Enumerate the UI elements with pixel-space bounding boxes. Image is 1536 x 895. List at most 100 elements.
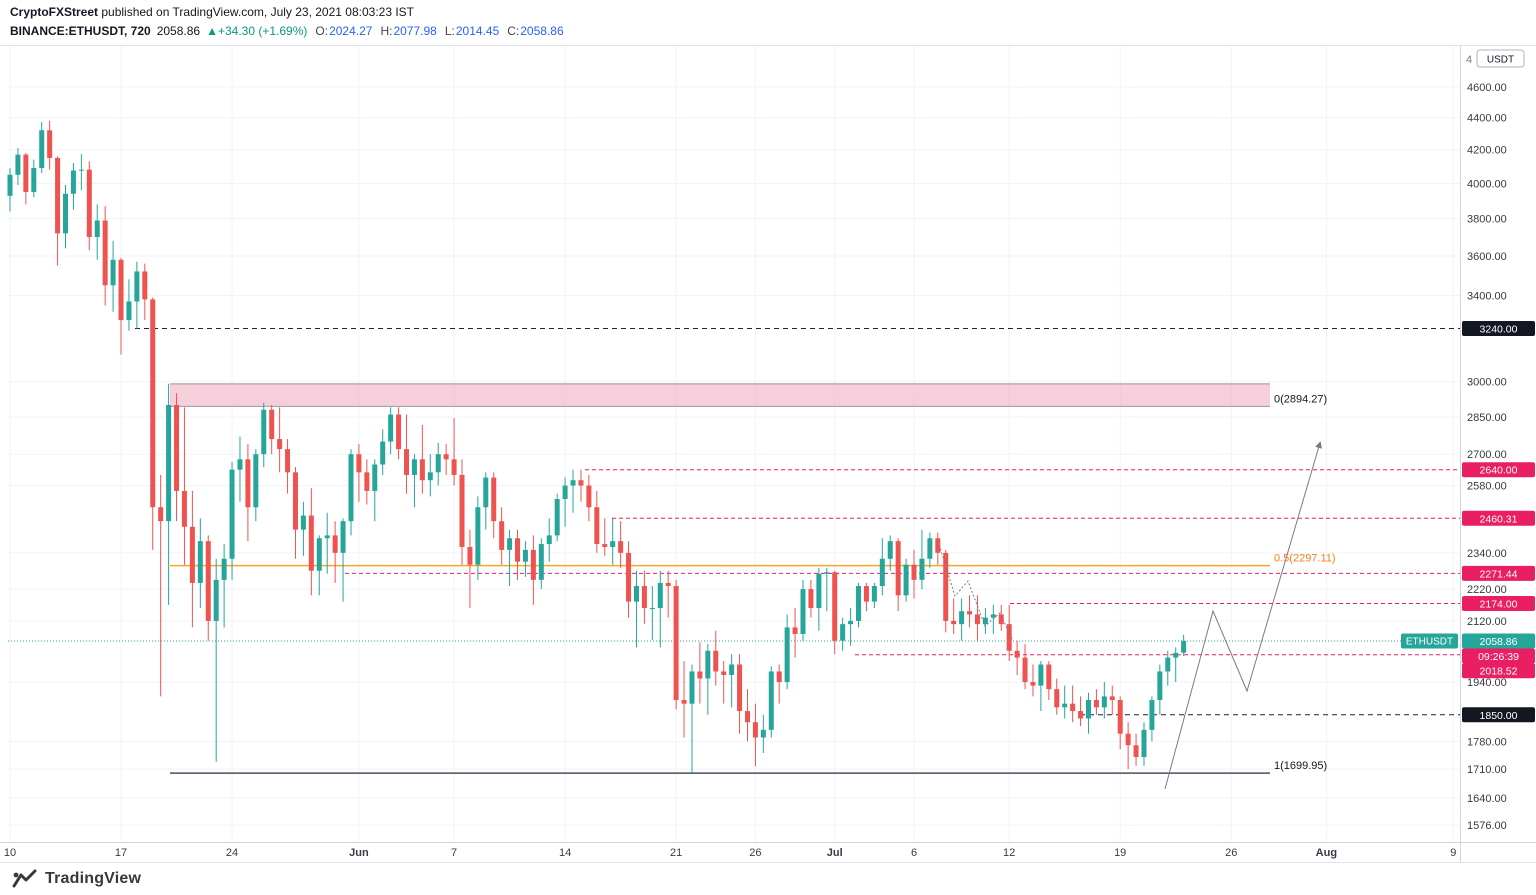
- price-tick-label: 3600.00: [1467, 251, 1507, 263]
- candle-body: [665, 582, 671, 587]
- time-axis[interactable]: 10 17 24 Jun 7 14 21 26 Jul 6 12 19 26 Aug 9: [4, 847, 1456, 859]
- candle-body: [1101, 696, 1107, 708]
- svg-text:2460.31: 2460.31: [1480, 513, 1518, 525]
- price-axis[interactable]: 4600.00 4400.00 4200.00 4000.00 3800.00 3600.…: [1467, 82, 1507, 832]
- legend-change: ▲+34.30 (+1.69%): [206, 23, 307, 39]
- time-tick-label: 7: [451, 847, 457, 859]
- candle-body: [189, 526, 195, 583]
- candle-body: [1022, 657, 1028, 683]
- time-tick-label: 14: [559, 847, 571, 859]
- candle-body: [562, 485, 568, 500]
- candle-body: [998, 614, 1004, 625]
- candle-body: [300, 515, 306, 530]
- candle-body: [1062, 703, 1068, 708]
- candle-body: [982, 617, 988, 625]
- candle-body: [364, 472, 370, 491]
- candle-body: [863, 586, 869, 602]
- legend-low: L: 2014.45: [443, 23, 499, 39]
- candle-body: [546, 535, 552, 545]
- candle-body: [641, 586, 647, 608]
- candle-body: [435, 454, 441, 473]
- symbol-title[interactable]: BINANCE:ETHUSDT, 720: [10, 24, 151, 38]
- candle-body: [47, 130, 53, 158]
- candle-body: [768, 671, 774, 730]
- price-tick-label: 3800.00: [1467, 214, 1507, 226]
- svg-text:2018.52: 2018.52: [1480, 666, 1518, 678]
- last-price-badge: 2058.86: [1462, 633, 1535, 649]
- candle-body: [610, 541, 616, 547]
- low-value: 2014.45: [455, 24, 500, 38]
- high-label: H:: [380, 24, 393, 38]
- candle-body: [1141, 729, 1147, 758]
- candle-body: [411, 459, 417, 475]
- price-tick-label: 1940.00: [1467, 677, 1507, 689]
- candle-body: [1006, 624, 1012, 651]
- candle-body: [530, 549, 536, 580]
- candle-body: [737, 664, 743, 712]
- candle-body: [70, 170, 76, 194]
- tradingview-icon: [12, 869, 37, 888]
- footer: TradingView: [0, 862, 1536, 895]
- candle-body: [784, 627, 790, 683]
- candle-body: [697, 671, 703, 679]
- candle-body: [673, 586, 679, 701]
- candle-body: [134, 271, 140, 302]
- change-value: +34.30 (+1.69%): [217, 24, 308, 38]
- svg-text:2058.86: 2058.86: [1480, 636, 1518, 648]
- candle-body: [237, 459, 243, 470]
- candle-body: [633, 586, 639, 602]
- publisher-name: CryptoFXStreet: [10, 5, 99, 19]
- candle-body: [23, 154, 29, 192]
- price-level-badge: 2460.31: [1462, 510, 1535, 526]
- candle-body: [776, 671, 782, 683]
- price-tick-label: 1576.00: [1467, 820, 1507, 832]
- price-level-badge: 2174.00: [1462, 596, 1535, 612]
- time-tick-label: Aug: [1316, 847, 1337, 859]
- candle-body: [1014, 650, 1020, 658]
- candle-body: [1173, 652, 1179, 658]
- candle-body: [94, 220, 100, 238]
- candle-body: [570, 480, 576, 486]
- chart-canvas[interactable]: 0(2894.27)0.5(2297.11)1(1699.95)4600.004…: [0, 46, 1536, 862]
- legend-last-price: 2058.86: [156, 24, 201, 38]
- candle-body: [475, 507, 481, 565]
- candle-body: [1149, 700, 1155, 730]
- candle-body: [848, 620, 854, 625]
- legend-close: C: 2058.86: [505, 23, 563, 39]
- candle-body: [102, 220, 108, 286]
- candle-body: [205, 541, 211, 621]
- low-label: L:: [444, 24, 455, 38]
- candle-body: [86, 169, 92, 238]
- candle-body: [7, 174, 13, 196]
- time-tick-label: 21: [670, 847, 682, 859]
- candle-body: [824, 572, 830, 574]
- price-tick-label: 4000.00: [1467, 178, 1507, 190]
- candle-body: [626, 552, 632, 602]
- candle-body: [1109, 696, 1115, 701]
- price-level-badge: 3240.00: [1462, 321, 1535, 337]
- fib-level-label: 0.5(2297.11): [1274, 553, 1336, 565]
- candle-body: [419, 459, 425, 481]
- symbol-legend: BINANCE:ETHUSDT, 720 2058.86 ▲+34.30 (+1…: [10, 23, 1536, 39]
- currency-unit-button[interactable]: 4 USDT: [1466, 49, 1525, 68]
- candle-body: [118, 259, 124, 321]
- time-tick-label: 9: [1450, 847, 1456, 859]
- candle-body: [1038, 664, 1044, 686]
- price-tick-label: 1780.00: [1467, 736, 1507, 748]
- time-tick-label: 17: [115, 847, 127, 859]
- published-text: published on TradingView.com, July 23, 2…: [98, 5, 414, 19]
- candle-body: [752, 722, 758, 738]
- tradingview-logo[interactable]: TradingView: [12, 869, 141, 889]
- symbol-pill-label: ETHUSDT: [1406, 637, 1453, 648]
- candle-body: [253, 454, 259, 508]
- time-tick-label: 6: [911, 847, 917, 859]
- candle-body: [197, 541, 203, 583]
- candle-body: [959, 611, 965, 625]
- candle-body: [31, 167, 37, 192]
- candle-body: [499, 521, 505, 550]
- price-level-badge: 2640.00: [1462, 462, 1535, 478]
- candle-body: [213, 579, 219, 621]
- candle-body: [443, 454, 449, 460]
- candle-body: [657, 582, 663, 608]
- candle-body: [467, 546, 473, 565]
